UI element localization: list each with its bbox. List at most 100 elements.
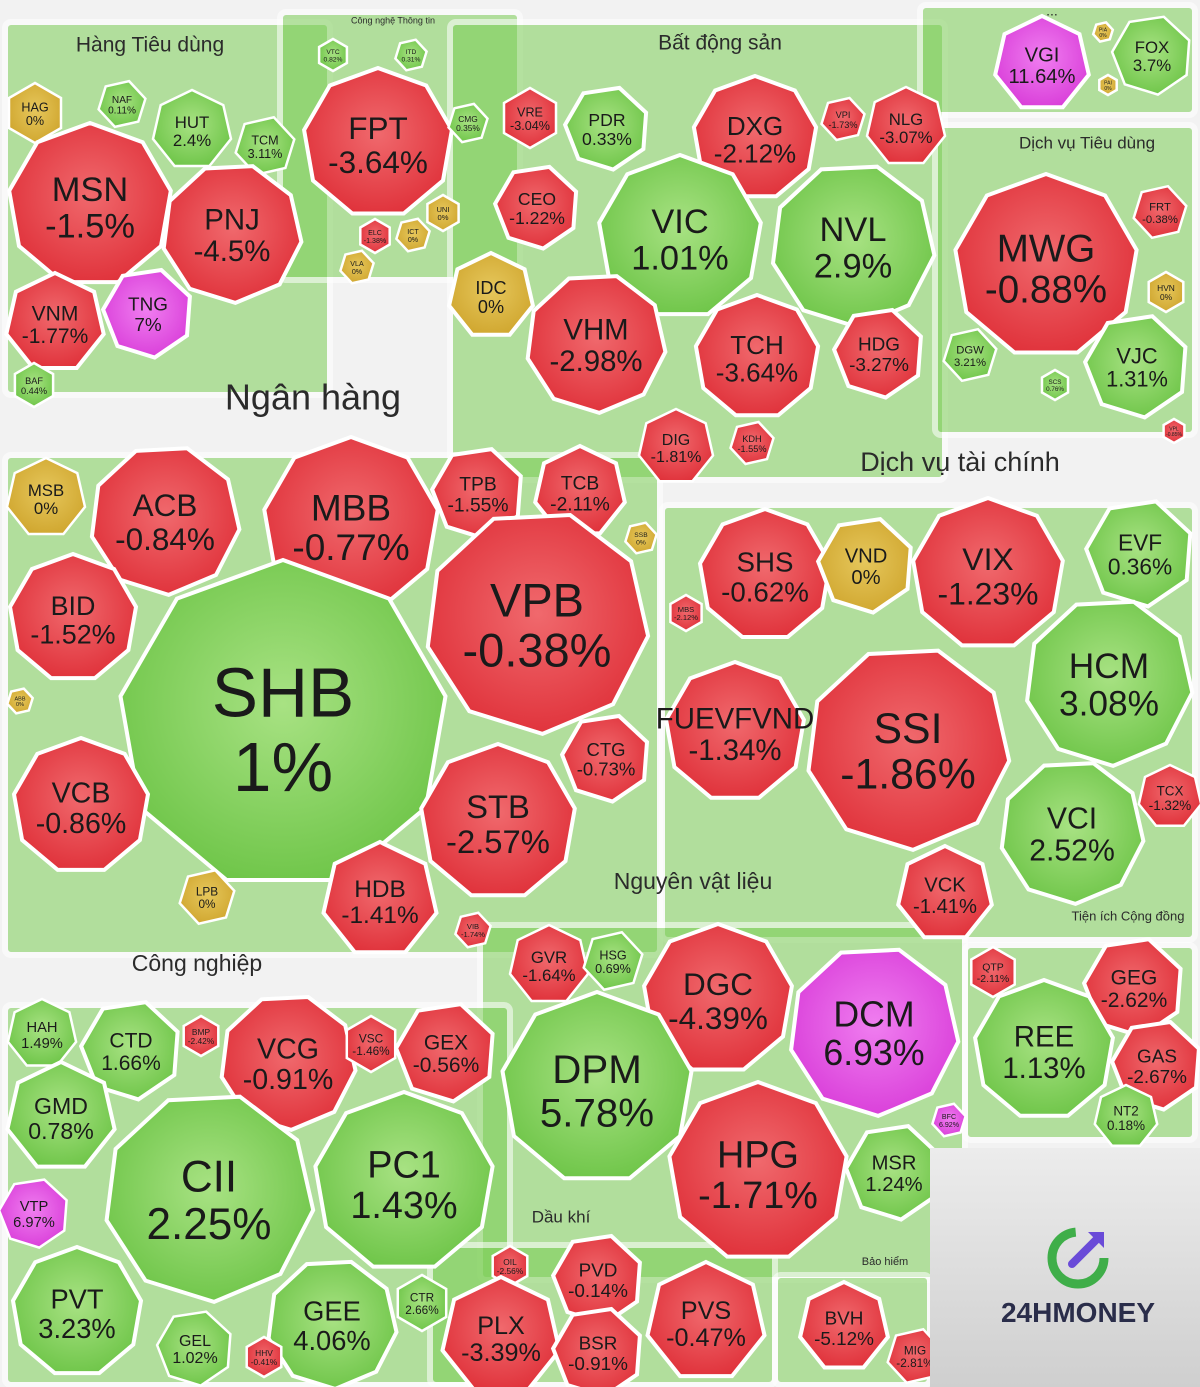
stock-cell-vpl[interactable]: VPL-0.85% [1162,417,1186,445]
stock-cell-geg[interactable]: GEG-2.62% [1081,937,1183,1039]
stock-cell-tch[interactable]: TCH-3.64% [693,292,821,418]
stock-cell-dig[interactable]: DIG-1.81% [637,407,715,483]
stock-cell-shs[interactable]: SHS-0.62% [697,506,833,639]
stock-cell-dgc[interactable]: DGC-4.39% [642,921,794,1072]
stock-cell-msn[interactable]: MSN-1.5% [7,120,173,285]
stock-cell-nlg[interactable]: NLG-3.07% [865,85,947,165]
stock-ticker: SSI [874,705,943,753]
stock-cell-kdh[interactable]: KDH-1.55% [729,420,775,466]
stock-cell-hpg[interactable]: HPG-1.71% [667,1079,849,1259]
stock-cell-bvh[interactable]: BVH-5.12% [797,1279,891,1370]
stock-cell-stb[interactable]: STB-2.57% [419,741,577,898]
stock-cell-bsr[interactable]: BSR-0.91% [550,1306,642,1387]
stock-cell-hdb[interactable]: HDB-1.41% [321,839,439,955]
stock-cell-tcb[interactable]: TCB-2.11% [533,443,627,536]
stock-cell-vck[interactable]: VCK-1.41% [896,843,994,940]
stock-cell-fpt[interactable]: FPT-3.64% [302,65,454,216]
stock-cell-frt[interactable]: FRT-0.38% [1132,184,1188,240]
stock-cell-tpb[interactable]: TPB-1.55% [429,446,523,541]
stock-cell-vpi[interactable]: VPI-1.73% [820,96,866,142]
stock-cell-vsc[interactable]: VSC-1.46% [345,1014,397,1074]
stock-cell-vpb[interactable]: VPB-0.38% [425,512,651,737]
stock-cell-bid[interactable]: BID-1.52% [7,551,139,681]
stock-cell-vix[interactable]: VIX-1.23% [911,495,1065,648]
stock-cell-pnj[interactable]: PNJ-4.5% [161,164,304,306]
stock-cell-vnm[interactable]: VNM-1.77% [4,270,106,370]
stock-cell-fuevfvnd[interactable]: FUEVFVND-1.34% [656,659,814,800]
stock-ticker: MBB [311,488,391,529]
stock-cell-hhv[interactable]: HHV-0.41% [245,1335,283,1379]
stock-cell-gvr[interactable]: GVR-1.64% [508,923,590,1003]
stock-cell-vhm[interactable]: VHM-2.98% [525,274,668,416]
stock-cell-ctg[interactable]: CTG-0.73% [559,713,650,804]
stock-cell-pvs[interactable]: PVS-0.47% [645,1259,767,1379]
stock-cell-vcg[interactable]: VCG-0.91% [219,994,358,1133]
stock-cell-plx[interactable]: PLX-3.39% [440,1274,562,1387]
stock-cell-mig[interactable]: MIG-2.81% [886,1327,944,1385]
stock-cell-mwg[interactable]: MWG-0.88% [953,171,1139,355]
stock-cell-tcx[interactable]: TCX-1.32% [1137,763,1200,828]
stock-cell-qtp[interactable]: QTP-2.11% [970,945,1016,999]
stock-cell-vre[interactable]: VRE-3.04% [502,86,558,150]
stock-cell-dxg[interactable]: DXG-2.12% [691,73,819,199]
stock-cell-vcb[interactable]: VCB-0.86% [11,735,151,872]
stock-cell-elc[interactable]: ELC-1.38% [359,217,391,255]
stock-cell-ssi[interactable]: SSI-1.86% [806,648,1012,853]
stock-cell-acb[interactable]: ACB-0.84% [89,446,242,598]
stock-cell-vib[interactable]: VIB-1.74% [453,911,493,949]
stock-cell-gex[interactable]: GEX-0.56% [393,1002,495,1104]
stock-cell-ceo[interactable]: CEO-1.22% [492,164,579,251]
stock-cell-mbs[interactable]: MBS-2.12% [669,593,703,633]
stock-cell-hdg[interactable]: HDG-3.27% [831,307,923,400]
stock-cell-bmp[interactable]: BMP-2.42% [182,1014,220,1058]
